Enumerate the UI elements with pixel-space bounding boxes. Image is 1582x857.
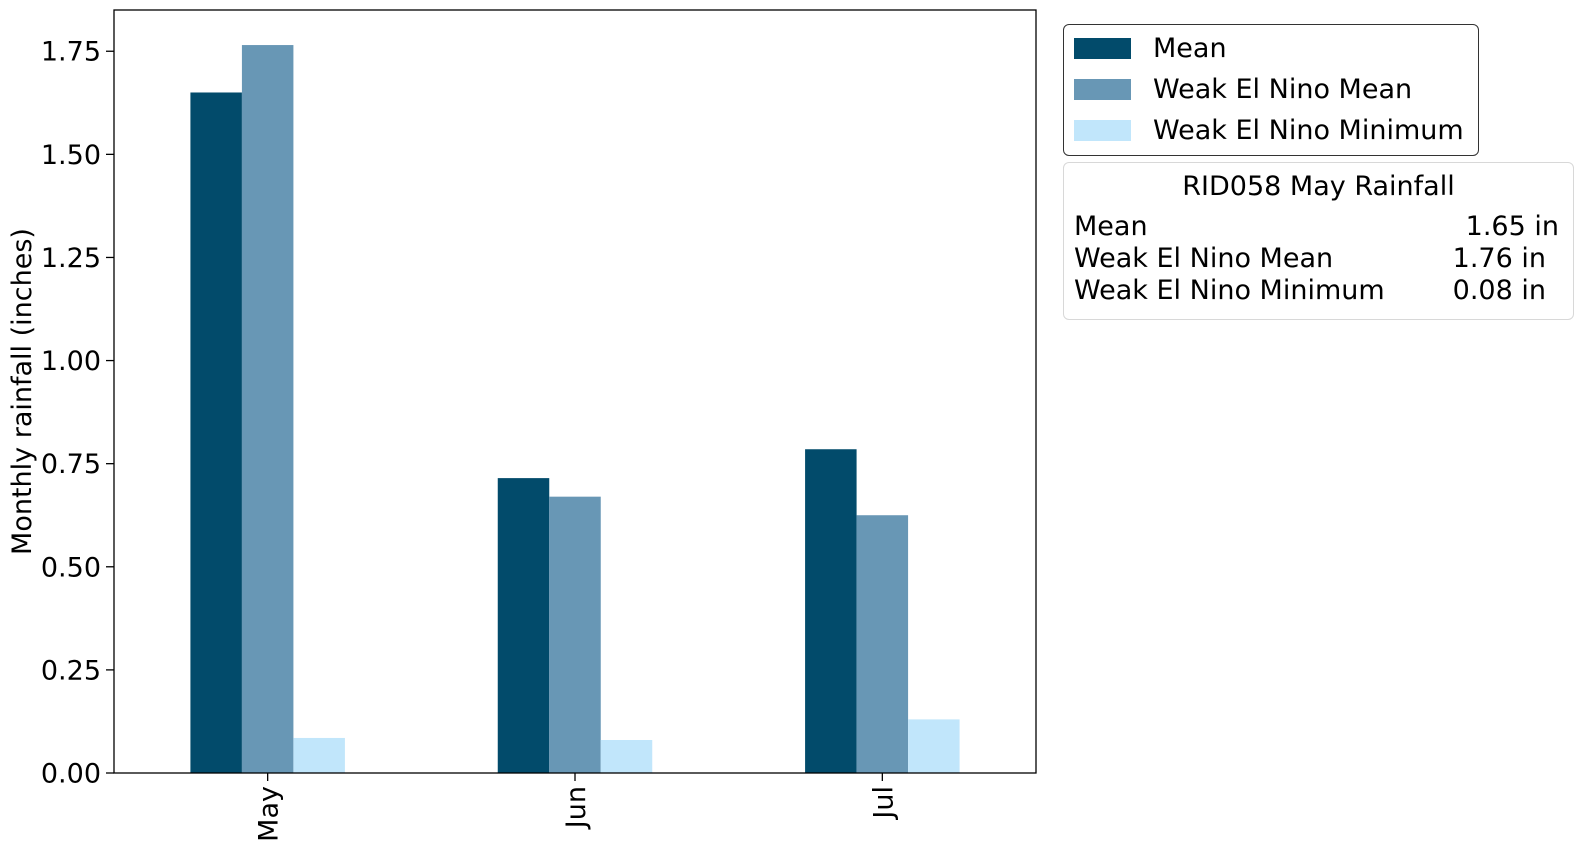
- stats-value-weak-el-nino-mean: 1.76 in: [1452, 243, 1546, 274]
- bar-weak-el-nino-mean-may: [241, 45, 294, 773]
- y-tick-label: 1.75: [41, 37, 101, 68]
- stats-label-mean: Mean: [1074, 211, 1148, 242]
- y-axis-label: Monthly rainfall (inches): [7, 228, 38, 555]
- stats-value-weak-el-nino-minimum: 0.08 in: [1452, 275, 1546, 306]
- bar-mean-jul: [805, 449, 857, 773]
- bar-weak-el-nino-minimum-jul: [908, 719, 960, 773]
- y-tick-label: 1.25: [41, 243, 101, 274]
- legend-item-weak-el-nino-mean: Weak El Nino Mean: [1074, 71, 1412, 107]
- legend-swatch-mean: [1074, 37, 1131, 59]
- plot-frame: [113, 9, 1037, 774]
- bar-weak-el-nino-mean-jun: [549, 496, 601, 773]
- legend-label-mean: Mean: [1153, 32, 1227, 64]
- bar-weak-el-nino-minimum-jun: [600, 740, 653, 773]
- x-tick-label-jul: Jul: [868, 786, 899, 821]
- stats-value-mean: 1.65 in: [1465, 211, 1559, 242]
- y-tick-label: 1.00: [41, 346, 101, 377]
- legend-item-mean: Mean: [1074, 30, 1227, 66]
- stats-label-weak-el-nino-minimum: Weak El Nino Minimum: [1074, 275, 1385, 306]
- bars-layer: [190, 45, 960, 773]
- legend-label-weak-el-nino-minimum: Weak El Nino Minimum: [1153, 114, 1464, 146]
- y-tick-label: 0.75: [41, 449, 101, 480]
- bar-weak-el-nino-mean-jul: [856, 515, 909, 773]
- bar-mean-may: [190, 92, 242, 773]
- legend-item-weak-el-nino-minimum: Weak El Nino Minimum: [1074, 112, 1464, 148]
- bar-weak-el-nino-minimum-may: [293, 737, 345, 773]
- x-axis: May Jun Jul: [254, 773, 899, 842]
- legend-swatch-weak-el-nino-mean: [1074, 78, 1131, 100]
- stats-box: RID058 May Rainfall Mean 1.65 in Weak El…: [1063, 162, 1574, 320]
- legend-label-weak-el-nino-mean: Weak El Nino Mean: [1153, 73, 1413, 105]
- legend: Mean Weak El Nino Mean Weak El Nino Mini…: [1063, 24, 1479, 156]
- stats-title: RID058 May Rainfall: [1182, 171, 1455, 202]
- x-tick-label-jun: Jun: [561, 786, 592, 830]
- y-tick-label: 0.00: [41, 759, 101, 790]
- x-tick-label-may: May: [254, 786, 285, 842]
- legend-swatch-weak-el-nino-minimum: [1074, 119, 1131, 141]
- bar-mean-jun: [497, 478, 550, 773]
- y-axis: 0.00 0.25 0.50 0.75 1.00 1.25 1.50 1.75: [41, 37, 114, 790]
- y-tick-label: 0.50: [41, 552, 101, 583]
- stats-label-weak-el-nino-mean: Weak El Nino Mean: [1074, 243, 1334, 274]
- y-tick-label: 0.25: [41, 655, 101, 686]
- y-tick-label: 1.50: [41, 140, 101, 171]
